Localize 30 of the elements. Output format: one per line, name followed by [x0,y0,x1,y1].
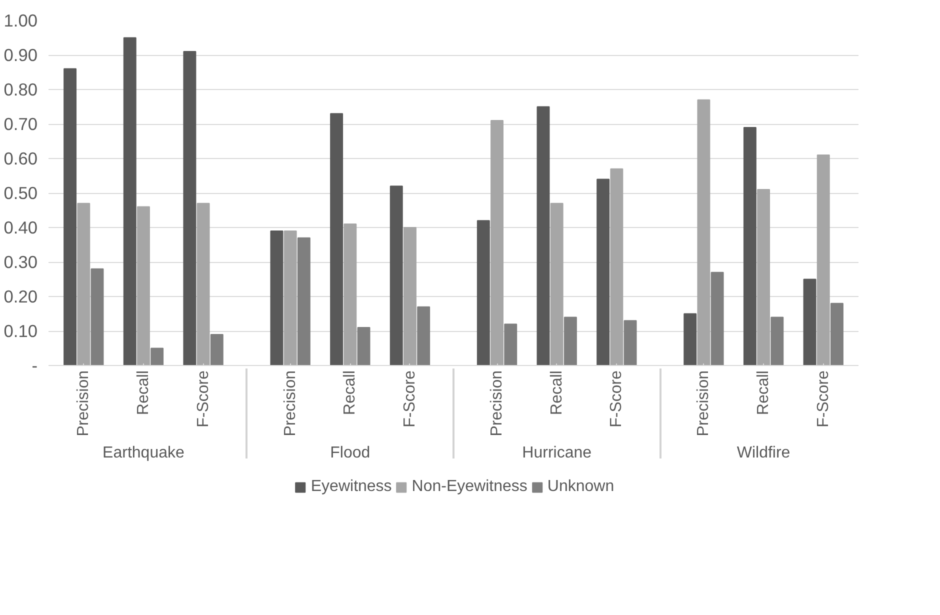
x-tick-label: Precision [282,370,299,436]
y-tick-label: 0.80 [4,80,38,100]
x-tick-label: Recall [342,370,359,415]
x-tick-label: Recall [548,370,566,415]
y-tick-label: 0.50 [4,183,38,203]
y-tick-label: 1.00 [4,10,38,30]
x-tick-label: Precision [75,370,92,436]
text: Flood [330,444,370,462]
legend-label: Non-Eyewitness [412,478,528,496]
y-tick-label: - [32,356,38,376]
text: Hurricane [522,444,592,462]
x-tick-label: Precision [488,370,506,436]
legend-label: Unknown [547,478,614,496]
x-tick-label: F-Score [814,370,832,428]
y-tick-label: 0.30 [4,252,38,272]
legend-label: Eyewitness [310,478,392,496]
y-tick-label: 0.10 [4,321,38,341]
text: Wildfire [736,444,790,462]
x-tick-label: Recall [755,370,772,415]
y-tick-label: 0.40 [4,218,38,238]
y-tick-label: 0.20 [4,286,38,306]
x-tick-label: Recall [134,370,152,415]
x-tick-label: F-Score [194,370,212,428]
x-tick-label: F-Score [401,370,418,428]
y-tick-label: 0.60 [4,148,38,168]
y-tick-label: 0.90 [4,45,38,65]
x-tick-label: Precision [695,370,712,436]
x-tick-label: F-Score [608,370,626,428]
y-tick-label: 0.70 [4,114,38,134]
text: Earthquake [102,444,184,462]
